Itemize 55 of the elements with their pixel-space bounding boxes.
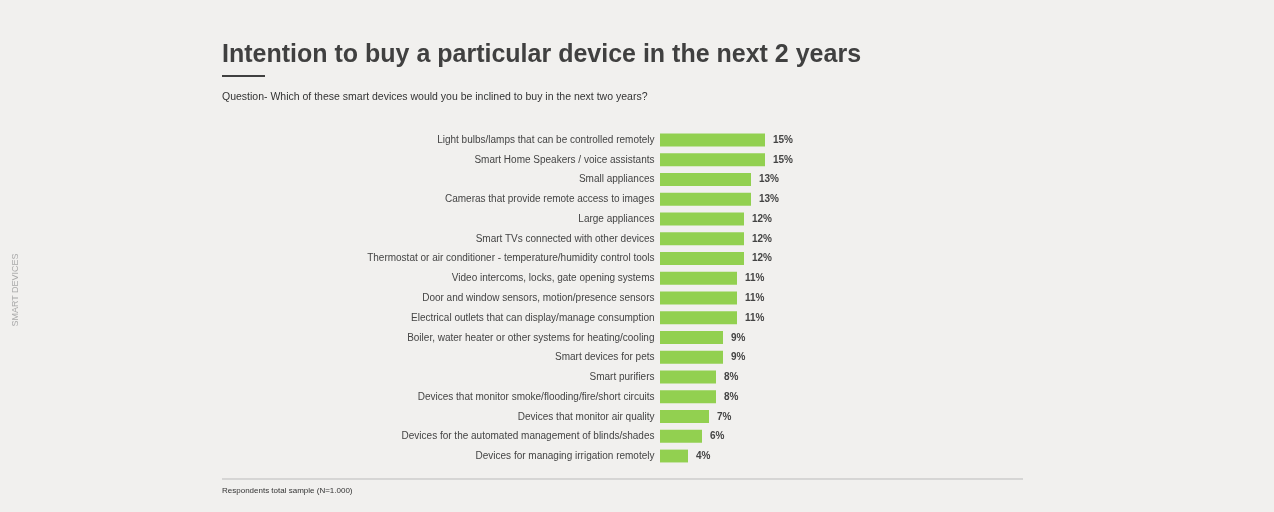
bar bbox=[660, 252, 744, 265]
data-label: 9% bbox=[731, 331, 746, 343]
text: Question- Which of these smart devices would you be inclined to buy in the next two years? bbox=[222, 90, 648, 102]
data-label: 9% bbox=[731, 351, 746, 363]
y-tick-label: Cameras that provide remote access to images bbox=[444, 193, 655, 205]
bar bbox=[660, 232, 744, 246]
data-label: 12% bbox=[752, 212, 773, 224]
bar bbox=[660, 370, 716, 384]
bar bbox=[660, 291, 737, 305]
data-label: 13% bbox=[759, 173, 780, 185]
bar bbox=[660, 133, 765, 147]
bar bbox=[660, 429, 702, 443]
bar bbox=[660, 390, 716, 404]
bar bbox=[660, 271, 737, 285]
data-label: 7% bbox=[717, 410, 732, 422]
data-label: 8% bbox=[724, 390, 739, 402]
y-tick-label: Devices for managing irrigation remotely bbox=[475, 450, 655, 462]
y-tick-label: Large appliances bbox=[578, 212, 655, 224]
bar bbox=[660, 449, 688, 463]
y-tick-label: Boiler, water heater or other systems for heating/cooling bbox=[407, 331, 655, 343]
bar bbox=[660, 192, 751, 206]
bar bbox=[660, 173, 751, 186]
bar bbox=[660, 350, 723, 364]
bar bbox=[660, 410, 709, 423]
data-label: 11% bbox=[745, 272, 765, 284]
y-tick-label: Smart TVs connected with other devices bbox=[475, 232, 655, 244]
chart-title: Intention to buy a particular device in the next 2 years bbox=[222, 39, 862, 67]
bar bbox=[660, 153, 765, 167]
data-label: 6% bbox=[710, 430, 725, 442]
y-tick-label: Devices for the automated management of blinds/shades bbox=[401, 430, 655, 442]
y-tick-label: Smart devices for pets bbox=[555, 351, 655, 363]
data-label: 15% bbox=[773, 133, 794, 145]
y-tick-label: Video intercoms, locks, gate opening systems bbox=[451, 272, 655, 284]
y-tick-label: Electrical outlets that can display/manage consumption bbox=[411, 311, 655, 323]
text: Respondents total sample (N=1.000) bbox=[222, 486, 353, 495]
data-label: 12% bbox=[752, 232, 773, 244]
data-label: 12% bbox=[752, 252, 773, 264]
y-tick-label: Devices that monitor air quality bbox=[517, 410, 655, 422]
y-tick-label: Door and window sensors, motion/presence sensors bbox=[422, 292, 655, 303]
data-label: 4% bbox=[696, 450, 711, 462]
bar bbox=[660, 212, 744, 226]
y-tick-label: Thermostat or air conditioner - temperature/humidity control tools bbox=[367, 252, 655, 264]
bar bbox=[660, 331, 723, 344]
data-label: 13% bbox=[759, 193, 780, 205]
data-label: 11% bbox=[745, 292, 765, 303]
bar bbox=[660, 311, 737, 325]
text: SMART DEVICES bbox=[10, 253, 20, 327]
y-tick-label: Devices that monitor smoke/flooding/fire/short circuits bbox=[417, 390, 655, 402]
data-label: 15% bbox=[773, 153, 794, 165]
data-label: 8% bbox=[724, 371, 739, 383]
data-label: 11% bbox=[745, 311, 765, 323]
y-tick-label: Light bulbs/lamps that can be controlled remotely bbox=[437, 133, 655, 145]
y-tick-label: Smart purifiers bbox=[589, 371, 655, 383]
y-tick-label: Smart Home Speakers / voice assistants bbox=[474, 153, 655, 165]
y-tick-label: Small appliances bbox=[578, 173, 655, 185]
